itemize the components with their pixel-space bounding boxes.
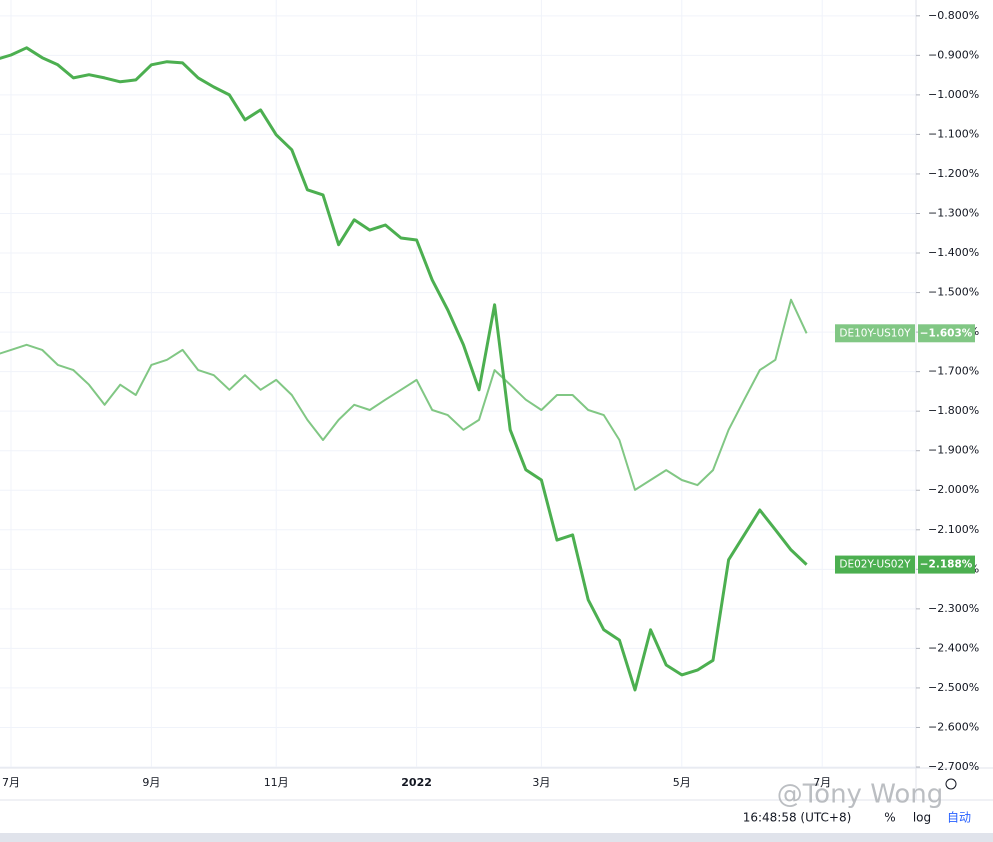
y-tick-label: −2.600% bbox=[928, 720, 979, 733]
x-tick-label: 11月 bbox=[264, 776, 289, 789]
x-tick-label: 7月 bbox=[813, 776, 831, 789]
value-label: −2.188% bbox=[920, 559, 973, 571]
x-tick-label: 3月 bbox=[532, 776, 550, 789]
legend-label: DE02Y-US02Y bbox=[839, 559, 911, 571]
auto-toggle[interactable]: 自动 bbox=[947, 811, 971, 825]
y-tick-label: −2.000% bbox=[928, 483, 979, 496]
y-tick-label: −1.200% bbox=[928, 167, 979, 180]
y-tick-label: −1.000% bbox=[928, 88, 979, 101]
series-line bbox=[0, 46, 808, 692]
y-tick-label: −1.800% bbox=[928, 404, 979, 417]
y-tick-label: −1.700% bbox=[928, 365, 979, 378]
y-tick-label: −0.800% bbox=[928, 9, 979, 22]
series-name-box bbox=[835, 555, 915, 574]
clock: 16:48:58 (UTC+8) bbox=[743, 811, 852, 825]
series-line bbox=[0, 298, 808, 491]
x-tick-label: 5月 bbox=[673, 776, 691, 789]
y-tick-label: −2.100% bbox=[928, 523, 979, 536]
y-tick-label: −1.900% bbox=[928, 444, 979, 457]
y-tick-label: −2.500% bbox=[928, 681, 979, 694]
y-tick-label: −0.900% bbox=[928, 48, 979, 61]
y-tick-label: −2.300% bbox=[928, 602, 979, 615]
y-tick-label: −1.300% bbox=[928, 206, 979, 219]
y-tick-label: −1.500% bbox=[928, 286, 979, 299]
bottom-border bbox=[0, 833, 993, 842]
y-tick-label: −2.400% bbox=[928, 641, 979, 654]
y-tick-label: −1.400% bbox=[928, 246, 979, 259]
value-box bbox=[918, 555, 975, 574]
x-tick-label: 7月 bbox=[2, 776, 20, 789]
y-tick-label: −1.100% bbox=[928, 127, 979, 140]
x-tick-label: 2022 bbox=[401, 776, 432, 789]
legend-label: DE10Y-US10Y bbox=[839, 327, 911, 339]
log-toggle[interactable]: log bbox=[913, 811, 931, 825]
value-label: −1.603% bbox=[920, 327, 973, 339]
series-name-box bbox=[835, 324, 915, 343]
percent-toggle[interactable]: % bbox=[884, 811, 895, 825]
x-tick-label: 9月 bbox=[142, 776, 160, 789]
watermark: @Tony Wong bbox=[777, 780, 944, 810]
settings-icon[interactable] bbox=[945, 778, 957, 790]
y-tick-label: −2.700% bbox=[928, 760, 979, 773]
value-box bbox=[918, 324, 975, 343]
